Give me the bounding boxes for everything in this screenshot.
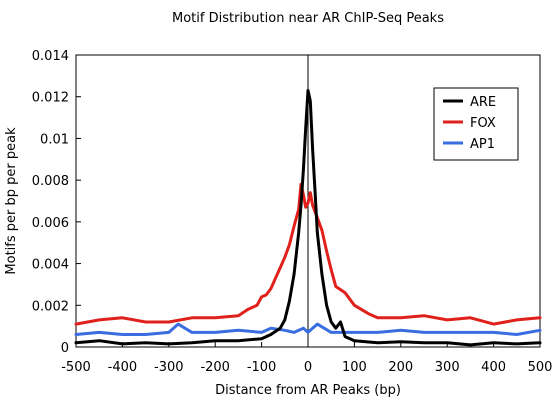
series-line-are (74, 89, 542, 347)
legend-label-fox: FOX (470, 116, 496, 131)
legend-box (433, 87, 519, 161)
x-tick-label: 500 (528, 360, 553, 375)
y-axis: 0 0.002 0.004 0.006 0.008 0.01 0.012 0.014 (32, 49, 81, 356)
legend: ARE FOX AP1 (433, 87, 519, 161)
x-tick-label: -200 (200, 360, 230, 375)
x-tick-label: 300 (435, 360, 460, 375)
x-tick-label: 100 (342, 360, 367, 375)
y-tick-label: 0.012 (32, 91, 69, 106)
series-layer (74, 89, 542, 347)
x-tick-label: -500 (61, 360, 91, 375)
series-line-fox (74, 182, 542, 326)
x-tick-label: 200 (388, 360, 413, 375)
y-tick-label: 0 (61, 341, 69, 356)
x-axis-label: Distance from AR Peaks (bp) (215, 383, 401, 398)
x-tick-label: -300 (154, 360, 184, 375)
y-tick-label: 0.008 (32, 174, 69, 189)
y-tick-label: 0.004 (32, 258, 69, 273)
y-axis-label: Motifs per bp per peak (4, 127, 19, 275)
legend-label-ap1: AP1 (470, 137, 495, 152)
y-tick-label: 0.014 (32, 49, 69, 64)
y-tick-label: 0.01 (40, 132, 69, 147)
x-tick-label: -100 (247, 360, 277, 375)
y-tick-label: 0.006 (32, 216, 69, 231)
series-line-ap1 (74, 322, 542, 336)
x-tick-label: 400 (481, 360, 506, 375)
chart-title: Motif Distribution near AR ChIP-Seq Peak… (172, 11, 444, 26)
x-tick-label: -400 (108, 360, 138, 375)
x-tick-label: 0 (304, 360, 312, 375)
y-tick-label: 0.002 (32, 299, 69, 314)
legend-label-are: ARE (470, 95, 496, 110)
